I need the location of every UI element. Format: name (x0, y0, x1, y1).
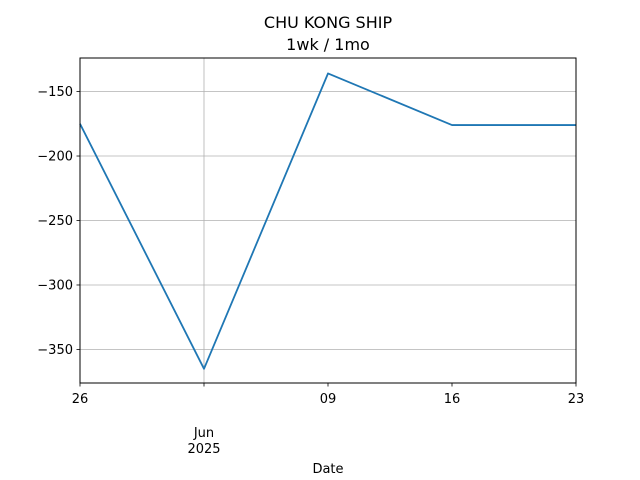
chart-subtitle: 1wk / 1mo (286, 35, 370, 54)
x-secondary-year: 2025 (187, 442, 220, 457)
y-tick-label: −300 (37, 278, 73, 293)
y-tick-label: −150 (37, 85, 73, 100)
x-tick-label: 09 (320, 392, 337, 407)
chart-title: CHU KONG SHIP (264, 13, 393, 32)
axis-ticks: −150 −200 −250 −300 −350 26 09 16 23 (37, 85, 584, 407)
x-tick-label: 26 (72, 392, 89, 407)
x-secondary-month: Jun (193, 426, 214, 441)
y-tick-label: −350 (37, 343, 73, 358)
x-axis-label: Date (312, 462, 343, 477)
grid (80, 58, 576, 383)
y-tick-label: −200 (37, 150, 73, 165)
x-tick-label: 16 (444, 392, 461, 407)
x-tick-label: 23 (568, 392, 585, 407)
y-tick-label: −250 (37, 214, 73, 229)
